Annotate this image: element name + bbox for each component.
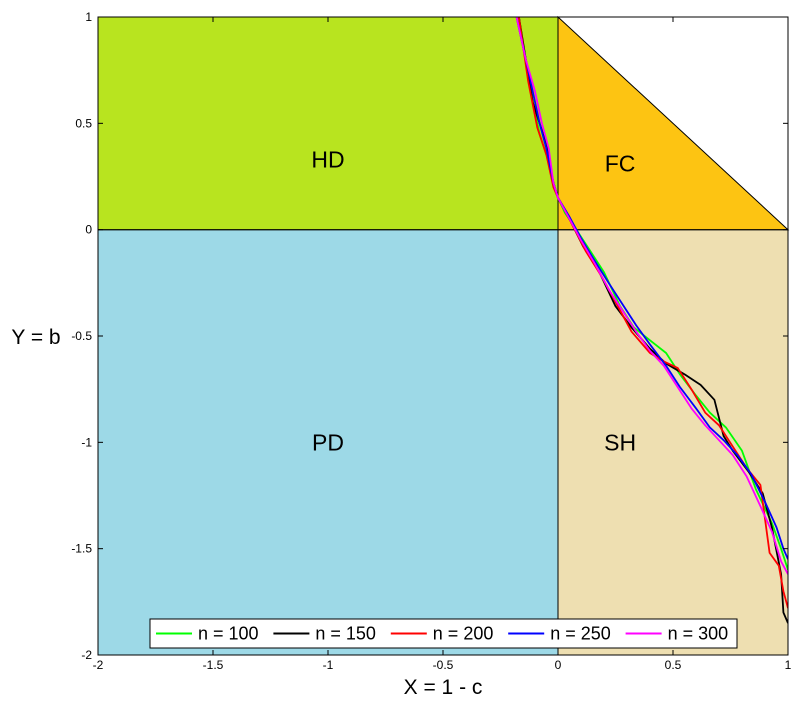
x-tick-label: -2 xyxy=(93,658,104,672)
series-line-n-300 xyxy=(515,17,788,575)
x-tick-label: -1.5 xyxy=(203,658,224,672)
x-axis-title: X = 1 - c xyxy=(404,676,483,699)
region-label-fc: FC xyxy=(605,151,636,177)
legend-label-n-100: n = 100 xyxy=(198,624,259,644)
region-label-pd: PD xyxy=(312,429,344,455)
region-label-hd: HD xyxy=(311,146,344,172)
x-tick-label: -1 xyxy=(323,658,334,672)
y-axis-title: Y = b xyxy=(11,326,60,349)
region-sh xyxy=(558,229,788,655)
y-tick-label: 0.5 xyxy=(75,116,92,130)
legend-label-n-300: n = 300 xyxy=(668,624,729,644)
x-tick-label: 0 xyxy=(555,658,562,672)
region-label-sh: SH xyxy=(604,429,636,455)
regions-layer xyxy=(98,17,788,655)
y-tick-label: -1 xyxy=(81,435,92,449)
region-labels: HD FC PD SH xyxy=(311,146,636,455)
y-tick-label: -1.5 xyxy=(71,542,92,556)
legend-label-n-150: n = 150 xyxy=(315,624,376,644)
axes: -2 -1.5 -1 -0.5 0 0.5 1 -2 -1.5 -1 -0.5 0 0.5 1 xyxy=(71,10,791,672)
y-tick-label: 1 xyxy=(85,10,92,24)
legend: n = 100 n = 150 n = 200 n = 250 n = 300 xyxy=(149,618,738,649)
legend-label-n-200: n = 200 xyxy=(433,624,494,644)
region-pd xyxy=(98,229,558,655)
x-tick-label: 0.5 xyxy=(665,658,682,672)
x-tick-label: 1 xyxy=(785,658,792,672)
series-line-n-250 xyxy=(515,17,788,560)
y-tick-label: -0.5 xyxy=(71,329,92,343)
y-tick-label: 0 xyxy=(85,223,92,237)
region-hd xyxy=(98,17,558,230)
series-layer xyxy=(515,17,788,624)
y-tick-label: -2 xyxy=(81,648,92,662)
x-tick-label: -0.5 xyxy=(433,658,454,672)
legend-label-n-250: n = 250 xyxy=(550,624,611,644)
